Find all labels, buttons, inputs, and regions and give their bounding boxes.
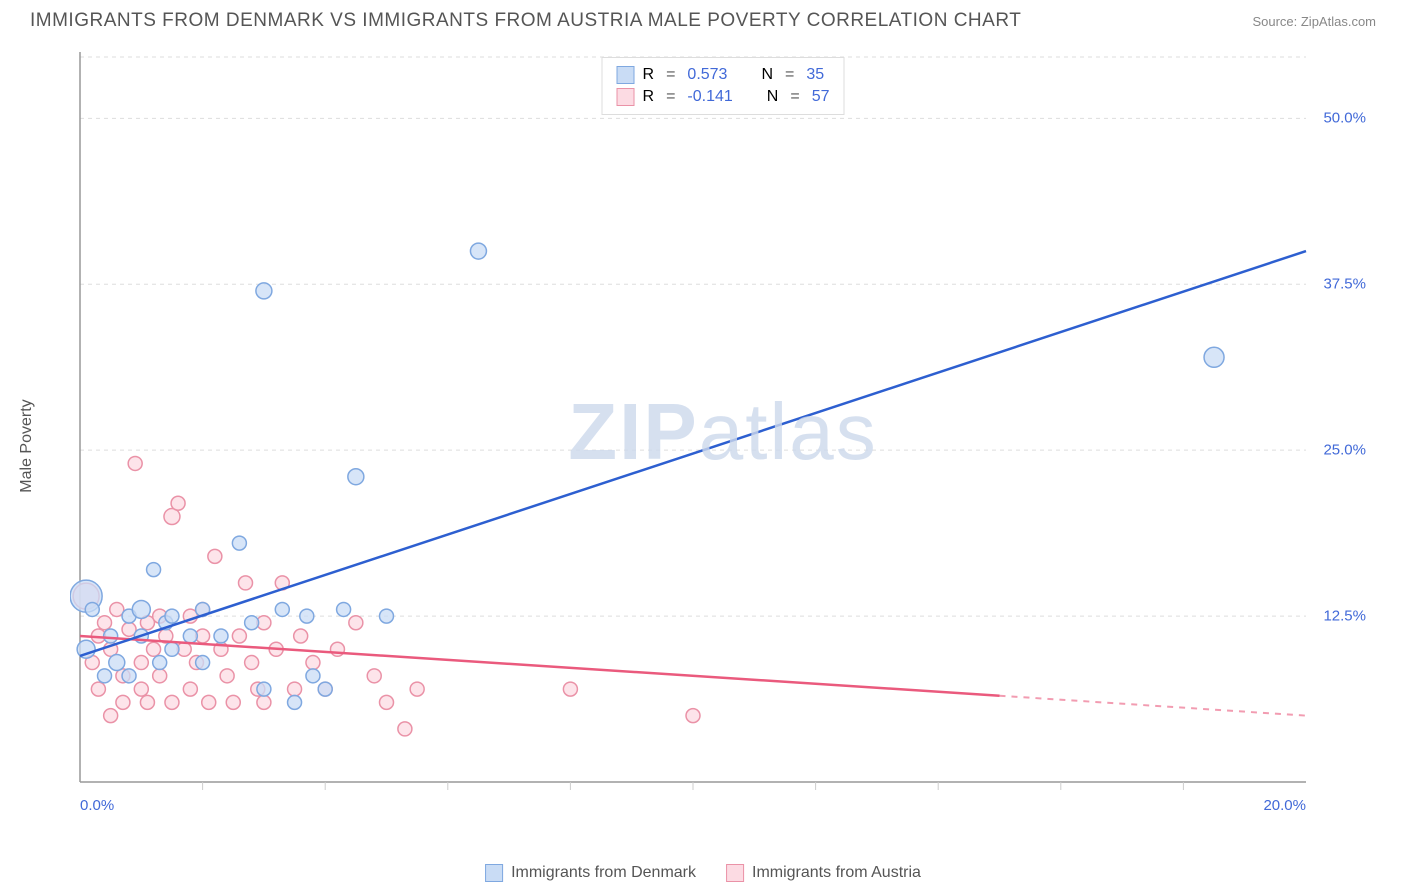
n-label: N [767,88,779,106]
r-value-austria: -0.141 [687,88,732,106]
chart-title: IMMIGRANTS FROM DENMARK VS IMMIGRANTS FR… [30,10,1021,32]
legend-row-denmark: R = 0.573 N = 35 [617,64,830,86]
austria-swatch [726,864,744,882]
x-tick-label: 0.0% [80,797,114,814]
chart-area: ZIPatlas R = 0.573 N = 35 R = -0.141 N =… [70,42,1376,822]
chart-header: IMMIGRANTS FROM DENMARK VS IMMIGRANTS FR… [0,0,1406,32]
scatter-plot [70,42,1376,822]
legend-item-denmark: Immigrants from Denmark [485,864,696,882]
legend-label-denmark: Immigrants from Denmark [511,864,696,882]
x-tick-label: 20.0% [1263,797,1306,814]
r-label: R [643,88,655,106]
correlation-legend: R = 0.573 N = 35 R = -0.141 N = 57 [602,57,845,115]
legend-row-austria: R = -0.141 N = 57 [617,86,830,108]
chart-source: Source: ZipAtlas.com [1252,14,1376,29]
denmark-swatch [617,66,635,84]
n-value-denmark: 35 [806,66,824,84]
denmark-swatch [485,864,503,882]
y-tick-label: 12.5% [1323,608,1366,625]
equals: = [666,88,675,106]
y-tick-label: 25.0% [1323,442,1366,459]
n-value-austria: 57 [812,88,830,106]
r-value-denmark: 0.573 [687,66,727,84]
y-axis-label: Male Poverty [18,399,36,492]
austria-swatch [617,88,635,106]
legend-item-austria: Immigrants from Austria [726,864,921,882]
equals: = [666,66,675,84]
n-label: N [761,66,773,84]
legend-label-austria: Immigrants from Austria [752,864,921,882]
equals: = [790,88,799,106]
r-label: R [643,66,655,84]
y-tick-label: 37.5% [1323,276,1366,293]
y-tick-label: 50.0% [1323,110,1366,127]
equals: = [785,66,794,84]
series-legend: Immigrants from Denmark Immigrants from … [485,864,921,882]
